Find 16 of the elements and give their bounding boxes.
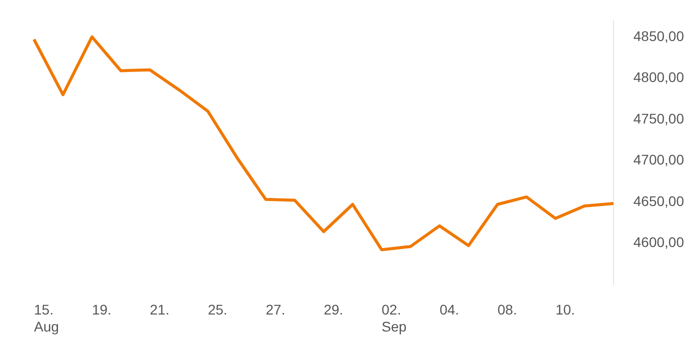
x-tick-label: 10. (555, 302, 575, 318)
x-tick-label: 15. Aug (34, 302, 59, 334)
x-tick-label: 21. (150, 302, 170, 318)
y-tick-label: 4600,00 (633, 234, 684, 250)
x-tick-label: 19. (92, 302, 112, 318)
x-tick-label: 02. Sep (382, 302, 407, 334)
x-tick-label: 27. (266, 302, 286, 318)
x-tick-label: 29. (324, 302, 344, 318)
y-tick-label: 4800,00 (633, 69, 684, 86)
x-tick-label: 25. (208, 302, 228, 318)
x-tick-label: 08. (498, 302, 517, 318)
x-tick-label: 04. (440, 302, 460, 318)
y-tick-label: 4650,00 (633, 192, 684, 209)
y-tick-label: 4850,00 (633, 28, 684, 44)
y-tick-label: 4750,00 (633, 110, 684, 126)
y-tick-label: 4700,00 (633, 152, 684, 168)
